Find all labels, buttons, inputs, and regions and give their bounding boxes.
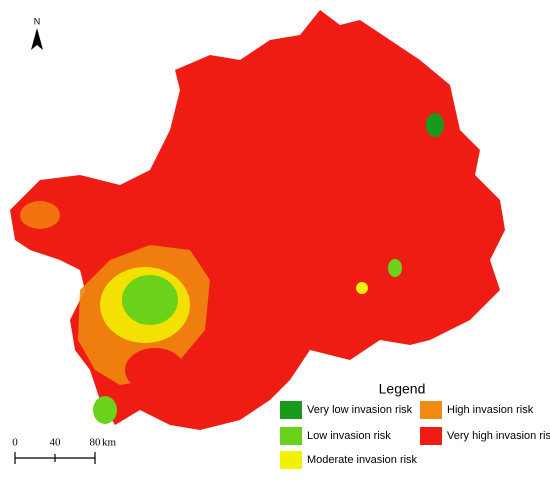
north-arrow-icon [31,28,43,50]
legend-label: Very high invasion risk [447,430,550,442]
north-arrow: N [31,16,43,50]
risk-zone [426,113,444,137]
risk-zone [93,396,117,424]
legend-label: Moderate invasion risk [307,454,418,466]
legend-label: Very low invasion risk [307,404,413,416]
legend-swatch [280,427,302,445]
legend: Legend Very low invasion risk Low invasio… [280,381,550,469]
legend-swatch [280,401,302,419]
risk-zone [356,282,368,294]
scale-unit: km [102,437,117,449]
scale-label: 80 [90,437,102,449]
region [10,10,505,430]
legend-label: Low invasion risk [307,430,391,442]
risk-zone [388,259,402,277]
scale-label: 40 [50,437,62,449]
scale-label: 0 [12,437,18,449]
legend-swatch [280,451,302,469]
risk-zone [20,201,60,229]
risk-zone [122,275,178,325]
legend-swatch [420,401,442,419]
scale-bar: 0 40 80 km [12,437,117,464]
legend-label: High invasion risk [447,404,534,416]
north-label: N [34,16,41,26]
legend-swatch [420,427,442,445]
scale-line [14,452,96,464]
region-outline [10,10,505,430]
risk-zone [125,348,185,392]
legend-title: Legend [379,381,426,397]
